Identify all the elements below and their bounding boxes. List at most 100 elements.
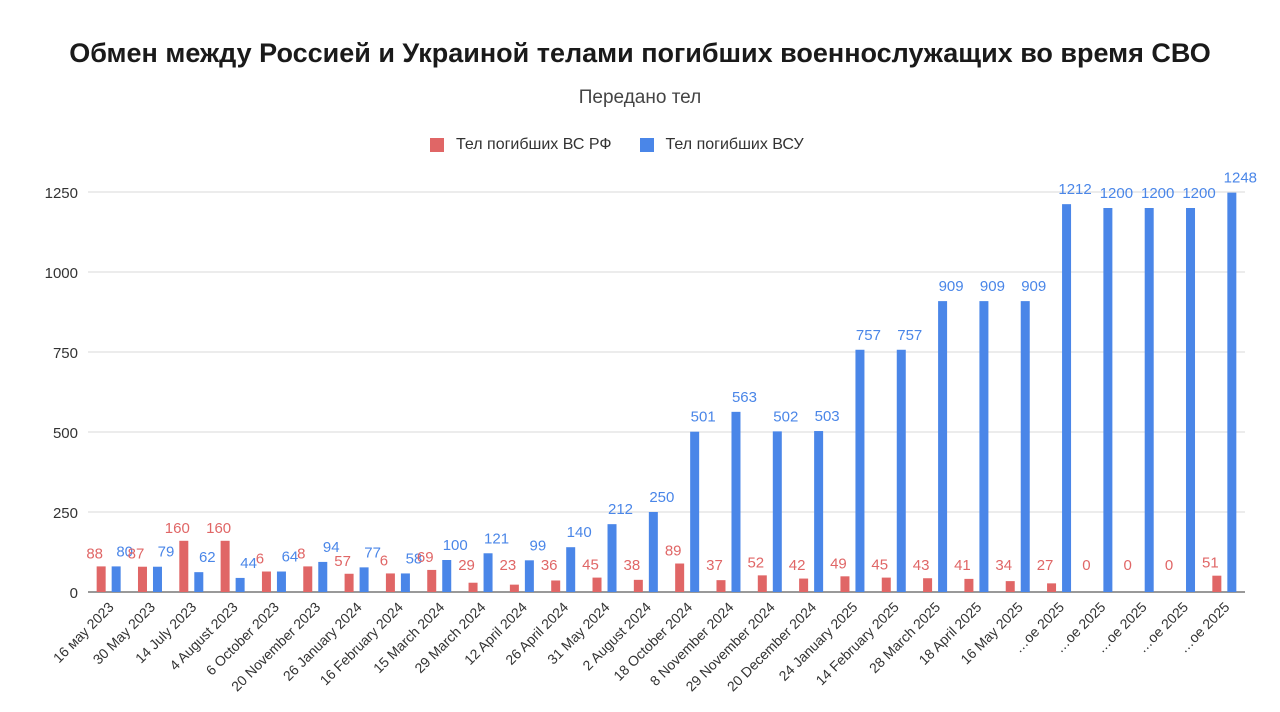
data-label-vsu: 757 <box>856 327 881 344</box>
data-label-rf: 88 <box>86 545 103 562</box>
bar-vsu <box>359 567 369 592</box>
y-tick-label: 750 <box>53 345 78 362</box>
data-label-vsu: 44 <box>240 555 257 572</box>
bar-rf <box>923 578 933 592</box>
bar-rf <box>592 577 602 592</box>
bar-vsu <box>1062 204 1072 592</box>
data-label-rf: 29 <box>458 557 475 574</box>
data-label-rf: 42 <box>789 557 806 574</box>
legend-swatch-rf <box>430 138 444 152</box>
bar-vsu <box>814 431 824 592</box>
data-label-rf: 87 <box>128 546 145 563</box>
bar-rf <box>757 575 767 592</box>
data-label-vsu: 58 <box>406 550 423 567</box>
data-label-rf: 49 <box>830 555 847 572</box>
data-label-vsu: 1200 <box>1141 185 1174 202</box>
bar-vsu <box>1103 208 1113 592</box>
bar-rf <box>633 579 643 592</box>
data-label-vsu: 1200 <box>1182 185 1215 202</box>
bar-rf <box>675 563 685 592</box>
data-label-rf: 45 <box>582 557 599 574</box>
data-label-vsu: 1200 <box>1100 185 1133 202</box>
data-label-vsu: 94 <box>323 539 340 556</box>
legend: Тел погибших ВС РФ Тел погибших ВСУ <box>430 134 804 156</box>
bar-vsu <box>442 560 452 592</box>
bar-vsu <box>731 411 741 592</box>
bar-vsu <box>1020 301 1030 592</box>
bar-vsu <box>111 566 121 592</box>
data-label-vsu: 99 <box>530 537 547 554</box>
data-label-rf: 27 <box>1037 557 1054 574</box>
y-tick-label: 0 <box>70 585 78 602</box>
data-label-vsu: 250 <box>649 489 674 506</box>
bar-vsu <box>690 431 700 592</box>
chart-title: Обмен между Россией и Украиной телами по… <box>69 38 1211 68</box>
x-tick-label: 15 March 2024 <box>370 599 448 677</box>
bar-vsu <box>1227 192 1237 592</box>
data-label-vsu: 100 <box>443 537 468 554</box>
data-label-rf: 38 <box>623 557 640 574</box>
bar-vsu <box>648 512 658 592</box>
bar-rf <box>220 540 230 592</box>
bar-rf <box>1047 583 1057 592</box>
bar-rf <box>551 580 561 592</box>
data-label-vsu: 212 <box>608 501 633 518</box>
data-label-rf: 34 <box>995 557 1012 574</box>
bar-vsu <box>772 431 782 592</box>
bar-vsu <box>276 571 286 592</box>
bar-vsu <box>938 301 948 592</box>
bar-vsu <box>1186 208 1196 592</box>
bar-rf <box>344 573 354 592</box>
data-label-vsu: 62 <box>199 549 216 566</box>
x-tick-label: 6 October 2023 <box>203 599 283 679</box>
data-label-rf: 51 <box>1202 555 1219 572</box>
data-label-vsu: 1212 <box>1058 181 1091 198</box>
legend-label-vsu: Тел погибших ВСУ <box>665 136 804 153</box>
data-label-rf: 0 <box>1124 557 1132 574</box>
data-label-vsu: 80 <box>116 543 133 560</box>
bar-vsu <box>235 577 245 592</box>
bar-vsu <box>607 524 617 592</box>
data-label-rf: 160 <box>165 520 190 537</box>
legend-item-vsu: Тел погибших ВСУ <box>639 136 804 154</box>
data-label-rf: 0 <box>1082 557 1090 574</box>
bar-rf <box>427 569 437 592</box>
data-label-vsu: 501 <box>691 409 716 426</box>
bar-rf <box>261 571 271 592</box>
data-label-vsu: 64 <box>282 549 299 566</box>
data-label-vsu: 909 <box>980 278 1005 295</box>
data-label-vsu: 909 <box>939 278 964 295</box>
data-label-vsu: 757 <box>897 327 922 344</box>
data-label-vsu: 121 <box>484 530 509 547</box>
bar-vsu <box>1144 208 1154 592</box>
y-tick-label: 500 <box>53 425 78 442</box>
legend-item-rf: Тел погибших ВС РФ <box>430 136 612 154</box>
data-label-rf: 37 <box>706 557 723 574</box>
chart-subtitle: Передано тел <box>578 87 702 108</box>
data-label-vsu: 1248 <box>1224 170 1257 187</box>
data-label-rf: 89 <box>665 543 682 560</box>
bar-rf <box>385 573 395 592</box>
data-label-rf: 41 <box>954 557 971 574</box>
bar-vsu <box>483 553 493 592</box>
data-label-vsu: 503 <box>815 408 840 425</box>
data-label-rf: 0 <box>1165 557 1173 574</box>
data-label-rf: 160 <box>206 520 231 537</box>
data-label-rf: 69 <box>417 549 434 566</box>
data-label-rf: 6 <box>380 552 388 569</box>
data-label-vsu: 563 <box>732 389 757 406</box>
bar-rf <box>964 578 974 592</box>
data-label-rf: 36 <box>541 557 558 574</box>
y-tick-label: 250 <box>53 505 78 522</box>
data-label-vsu: 502 <box>773 408 798 425</box>
legend-label-rf: Тел погибших ВС РФ <box>456 136 612 153</box>
data-label-vsu: 79 <box>158 544 175 561</box>
data-label-rf: 45 <box>871 557 888 574</box>
bar-vsu <box>896 349 906 592</box>
bar-rf <box>1005 581 1015 592</box>
x-tick-label: 28 March 2025 <box>866 599 944 677</box>
bar-vsu <box>318 561 328 592</box>
bar-vsu <box>855 349 865 592</box>
bar-rf <box>840 576 850 592</box>
data-label-rf: 8 <box>297 545 305 562</box>
